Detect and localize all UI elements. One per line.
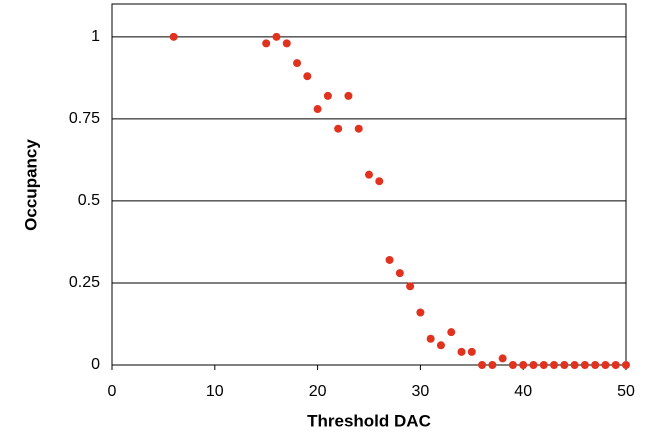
point [467, 347, 476, 356]
point [406, 282, 415, 291]
point [313, 105, 322, 114]
point [282, 39, 291, 48]
x-tick-label: 10 [206, 383, 224, 400]
point [447, 328, 456, 337]
point [323, 91, 332, 100]
point [303, 72, 312, 81]
point [529, 361, 538, 369]
x-tick-label: 30 [412, 383, 430, 400]
point [169, 32, 178, 41]
y-tick-label: 0.5 [78, 192, 100, 209]
point [457, 347, 466, 356]
point [478, 361, 487, 369]
point [539, 361, 548, 369]
x-tick-label: 50 [617, 383, 635, 400]
point [550, 361, 559, 369]
point [591, 361, 600, 369]
point [436, 341, 445, 350]
point [488, 361, 497, 369]
point [508, 361, 517, 369]
x-tick-label: 20 [309, 383, 327, 400]
point [611, 361, 620, 369]
point [344, 91, 353, 100]
point [570, 361, 579, 369]
point [416, 308, 425, 317]
point [293, 59, 302, 68]
point [354, 124, 363, 133]
x-tick-label: 0 [108, 383, 117, 400]
point [375, 177, 384, 186]
x-tick-label: 40 [514, 383, 532, 400]
point [498, 354, 507, 363]
y-tick-label: 1 [91, 28, 100, 45]
point [622, 361, 630, 369]
point [395, 269, 404, 278]
y-axis-title: Occupancy [21, 139, 40, 231]
y-tick-label: 0.25 [69, 274, 100, 291]
point [601, 361, 610, 369]
point [519, 361, 528, 369]
point [560, 361, 569, 369]
plot-frame [111, 3, 627, 366]
point [365, 170, 373, 179]
y-tick-label: 0 [91, 356, 100, 373]
point [272, 32, 281, 41]
point [262, 39, 271, 48]
point [426, 334, 435, 343]
point [385, 255, 394, 264]
x-axis-title: Threshold DAC [307, 411, 431, 430]
point [334, 124, 343, 133]
point [580, 361, 589, 369]
y-tick-label: 0.75 [69, 110, 100, 127]
